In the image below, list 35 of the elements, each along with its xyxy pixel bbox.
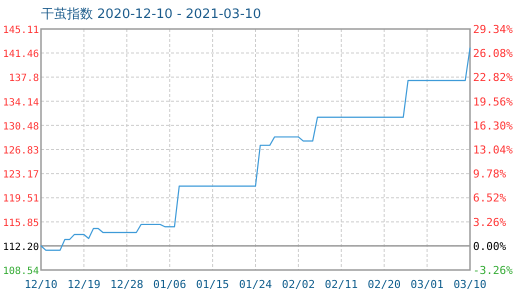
y2-tick-label: -3.26%: [473, 264, 514, 277]
y2-tick-label: 19.56%: [473, 95, 514, 108]
y-tick-label: 141.46: [2, 49, 39, 60]
y-tick-label: 126.83: [2, 145, 39, 156]
x-tick-label: 12/19: [67, 278, 100, 291]
x-tick-label: 12/28: [110, 278, 144, 291]
x-tick-label: 02/20: [368, 278, 401, 291]
x-tick-label: 03/10: [453, 278, 487, 291]
y-tick-label: 130.48: [2, 121, 39, 132]
chart-title: 干茧指数 2020-12-10 - 2021-03-10: [41, 7, 262, 22]
y2-tick-label: 29.34%: [473, 23, 514, 36]
y-tick-label: 119.51: [2, 194, 39, 205]
x-tick-label: 01/06: [153, 278, 186, 291]
line-series: [40, 47, 471, 251]
y2-tick-label: 3.26%: [473, 216, 506, 229]
x-tick-label: 02/02: [282, 278, 315, 291]
x-tick-label: 02/11: [324, 278, 358, 291]
y2-tick-label: 26.08%: [473, 47, 514, 60]
y2-tick-label: 0.00%: [473, 240, 506, 253]
y-tick-label: 123.17: [2, 170, 39, 181]
x-tick-label: 01/15: [196, 278, 230, 291]
y2-tick-label: 13.04%: [473, 144, 514, 156]
y-tick-label: 137.8: [8, 73, 39, 84]
y-tick-label: 112.20: [2, 242, 39, 253]
y2-tick-label: 16.30%: [473, 119, 514, 132]
y2-tick-label: 9.78%: [473, 168, 506, 181]
x-tick-label: 03/01: [410, 278, 444, 291]
y2-tick-label: 22.82%: [473, 71, 514, 84]
y2-tick-label: 6.52%: [473, 192, 506, 205]
y-tick-label: 145.11: [2, 25, 39, 36]
y-tick-label: 108.54: [2, 266, 39, 277]
x-tick-label: 12/10: [24, 278, 58, 291]
x-tick-label: 01/24: [238, 278, 272, 291]
y-tick-label: 115.85: [2, 218, 39, 229]
y-tick-label: 134.14: [2, 97, 39, 108]
